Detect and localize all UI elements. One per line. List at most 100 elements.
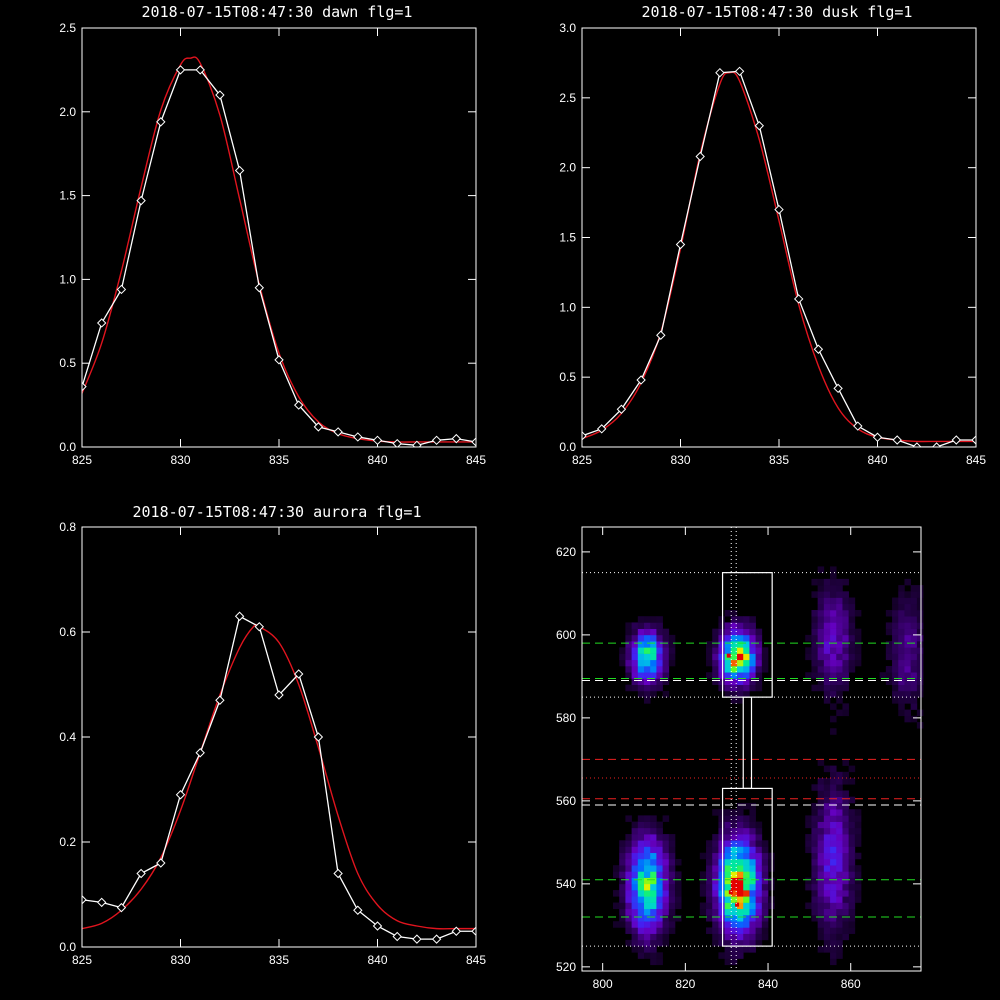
heatmap-cell [842, 796, 849, 804]
heatmap-cell [805, 846, 812, 854]
heatmap-cell [718, 908, 725, 916]
heatmap-cell [749, 809, 756, 816]
heatmap-cell [842, 896, 849, 903]
heatmap-cell [656, 933, 663, 941]
heatmap-cell [898, 703, 905, 710]
heatmap-cell [724, 846, 732, 854]
heatmap-cell [613, 921, 620, 928]
heatmap-cell [904, 578, 911, 586]
heatmap-cell [668, 852, 676, 860]
panel-1-ytick-label: 3.0 [559, 21, 576, 35]
heatmap-cell [668, 902, 676, 910]
heatmap-cell [662, 852, 670, 860]
heatmap-cell [755, 634, 763, 642]
heatmap-cell [718, 896, 725, 903]
heatmap-cell [631, 672, 639, 679]
heatmap-cell [768, 902, 775, 910]
heatmap-cell [904, 641, 911, 648]
heatmap-cell [916, 684, 924, 692]
heatmap-cell [668, 921, 676, 928]
heatmap-cell [836, 802, 843, 810]
heatmap-cell [662, 628, 670, 636]
heatmap-cell [755, 914, 763, 922]
heatmap-cell [644, 641, 651, 648]
heatmap-cell [637, 622, 645, 629]
heatmap-cell [743, 902, 750, 910]
heatmap-cell [854, 877, 862, 885]
extraction-box [742, 696, 753, 790]
heatmap-cell [823, 865, 831, 872]
heatmap-cell [811, 896, 818, 903]
heatmap-cell [836, 858, 843, 866]
heatmap-cell [817, 927, 825, 934]
heatmap-cell [712, 634, 719, 642]
heatmap-cell [823, 914, 831, 922]
heatmap-cell [898, 672, 905, 679]
heatmap-cell [675, 896, 682, 903]
heatmap-cell [830, 933, 837, 941]
heatmap-cell [718, 933, 725, 941]
heatmap-cell [916, 641, 924, 648]
heatmap-cell [650, 690, 657, 698]
heatmap-cell [768, 852, 775, 860]
heatmap-cell [805, 883, 812, 891]
panel-1-data-point [734, 66, 745, 77]
heatmap-cell [892, 653, 899, 661]
heatmap-cell [823, 840, 831, 847]
heatmap-cell [885, 666, 893, 673]
heatmap-cell [737, 840, 744, 847]
heatmap-cell [631, 877, 639, 885]
panel-0-xtick-label: 830 [170, 453, 190, 467]
heatmap-cell [811, 628, 818, 636]
heatmap-cell [892, 597, 899, 605]
heatmap-cell [842, 778, 849, 785]
heatmap-cell [631, 678, 639, 685]
heatmap-cell [755, 877, 763, 885]
heatmap-cell [823, 647, 831, 654]
heatmap-cell [662, 927, 670, 934]
heatmap-cell [817, 591, 825, 598]
heatmap-cell [718, 647, 725, 654]
heatmap-cell [631, 628, 639, 636]
heatmap-cell [730, 653, 738, 661]
heatmap-cell [706, 858, 713, 866]
panel-3-ytick-label: 560 [556, 794, 576, 808]
heatmap-cell [724, 609, 732, 617]
heatmap-cell [836, 697, 843, 704]
heatmap-cell [830, 827, 837, 835]
panel-0-data-point [234, 165, 245, 176]
heatmap-cell [755, 628, 763, 636]
panel-1-data-line [582, 70, 976, 447]
panel-1-ytick-label: 1.5 [559, 231, 576, 245]
heatmap-cell [749, 858, 756, 866]
heatmap-cell [668, 890, 676, 897]
heatmap-cell [625, 815, 632, 822]
panel-0-data-point [195, 65, 205, 75]
panel-3-ytick-label: 540 [556, 877, 576, 891]
heatmap-cell [656, 666, 663, 673]
heatmap-cell [916, 603, 924, 611]
heatmap-cell [805, 877, 812, 885]
heatmap-cell [749, 852, 756, 860]
heatmap-cell [916, 659, 924, 667]
heatmap-cell [749, 684, 756, 692]
heatmap-cell [619, 921, 626, 928]
heatmap-cell [755, 821, 763, 829]
heatmap-cell [848, 921, 856, 928]
heatmap-cell [743, 821, 750, 829]
heatmap-cell [823, 815, 831, 822]
heatmap-cell [749, 659, 756, 667]
panel-0-ytick-label: 0.0 [59, 440, 76, 454]
heatmap-cell [842, 641, 849, 648]
heatmap-cell [718, 628, 725, 636]
heatmap-cell [644, 858, 651, 866]
heatmap-cell [656, 834, 663, 841]
heatmap-cell [737, 871, 744, 878]
heatmap-cell [811, 877, 818, 885]
heatmap-cell [625, 666, 632, 673]
heatmap-cell [904, 622, 911, 629]
heatmap-cell [625, 840, 632, 847]
panel-1-data-point [616, 404, 627, 414]
heatmap-cell [712, 921, 719, 928]
heatmap-cell [830, 939, 837, 947]
